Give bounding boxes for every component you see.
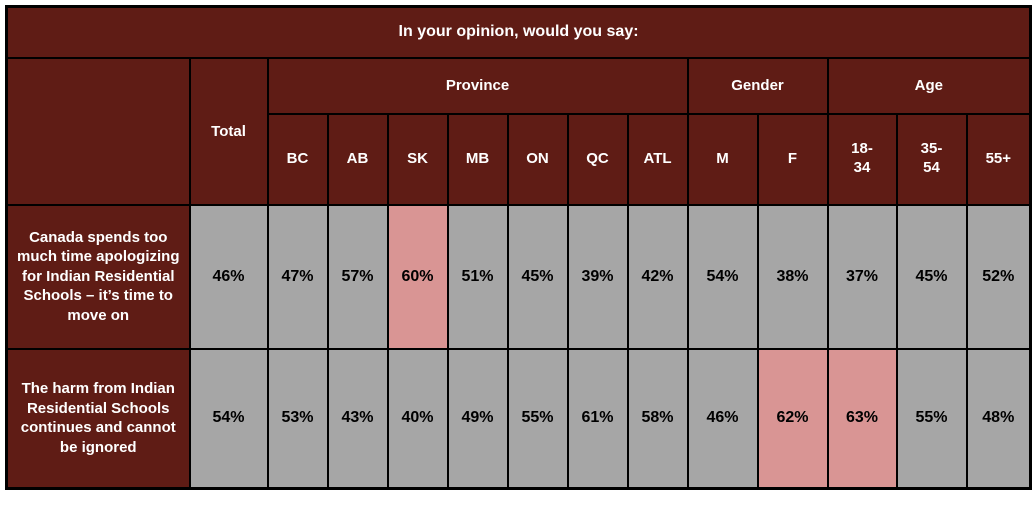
data-cell: 38% [756,203,829,350]
data-cell: 40% [386,347,449,490]
data-cell: 53% [266,347,329,490]
group-header-province: Province [266,56,689,115]
col-header-male: M [686,112,759,206]
title-row: In your opinion, would you say: [5,5,1032,59]
data-cell: 48% [965,347,1032,490]
data-cell: 47% [266,203,329,350]
total-header: Total [188,56,269,206]
corner-cell [5,56,191,206]
data-cell: 58% [626,347,689,490]
row-label-harm-continues: The harm from Indian Residential Schools… [5,347,191,490]
table-row: Canada spends too much time apologizing … [5,203,1032,350]
col-header-qc: QC [566,112,629,206]
col-header-on: ON [506,112,569,206]
data-cell: 57% [326,203,389,350]
col-header-mb: MB [446,112,509,206]
data-cell: 61% [566,347,629,490]
data-cell: 42% [626,203,689,350]
data-cell: 37% [826,203,898,350]
data-cell: 45% [506,203,569,350]
col-header-age-18-34: 18- 34 [826,112,898,206]
table-row: The harm from Indian Residential Schools… [5,347,1032,490]
data-cell: 43% [326,347,389,490]
col-header-ab: AB [326,112,389,206]
data-cell: 54% [188,347,269,490]
highlighted-cell: 63% [826,347,898,490]
data-cell: 46% [686,347,759,490]
data-cell: 51% [446,203,509,350]
col-header-female: F [756,112,829,206]
data-cell: 39% [566,203,629,350]
group-header-age: Age [826,56,1032,115]
column-header-row: BC AB SK MB ON QC ATL M F 18- 34 35- 54 … [7,112,1032,206]
data-cell: 55% [506,347,569,490]
col-header-age-35-54: 35- 54 [895,112,968,206]
table-title: In your opinion, would you say: [5,5,1032,59]
group-header-gender: Gender [686,56,829,115]
data-cell: 49% [446,347,509,490]
col-header-age-55-plus: 55+ [965,112,1032,206]
col-header-sk: SK [386,112,449,206]
highlighted-cell: 60% [386,203,449,350]
highlighted-cell: 62% [756,347,829,490]
data-cell: 45% [895,203,968,350]
col-header-bc: BC [266,112,329,206]
data-cell: 52% [965,203,1032,350]
data-cell: 55% [895,347,968,490]
data-cell: 54% [686,203,759,350]
data-cell: 46% [188,203,269,350]
col-header-atl: ATL [626,112,689,206]
row-label-move-on: Canada spends too much time apologizing … [5,203,191,350]
survey-crosstab-table: In your opinion, would you say: Total Pr… [5,5,1033,490]
group-header-row: Total Province Gender Age [5,56,1032,206]
page: In your opinion, would you say: Total Pr… [5,5,1033,490]
